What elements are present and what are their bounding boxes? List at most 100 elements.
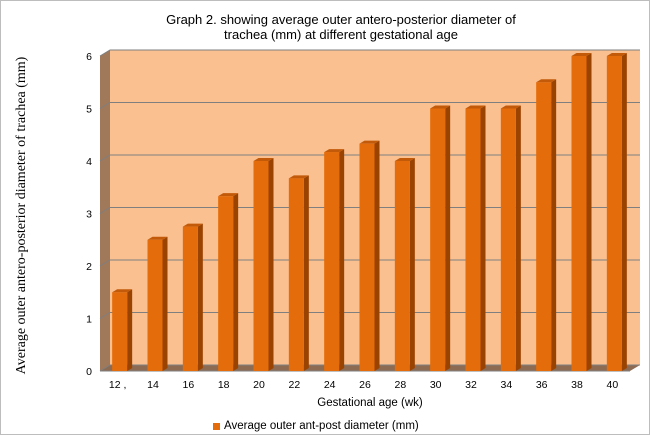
bar-front (430, 108, 446, 371)
bar-side (268, 158, 274, 371)
bar-side (409, 158, 415, 371)
x-tick-label: 24 (324, 379, 336, 391)
gridline (99, 364, 640, 372)
y-tick-label: 5 (86, 104, 92, 116)
bar-top (394, 158, 415, 161)
bar-front (359, 143, 375, 371)
bar-front (147, 239, 163, 371)
bar-side (303, 175, 309, 371)
gridline (99, 49, 640, 57)
gridline (99, 102, 640, 109)
x-tick-label: 32 (465, 379, 477, 391)
x-tick-label: 16 (182, 379, 194, 391)
bar-side (480, 105, 486, 371)
legend-label: Average outer ant-post diameter (mm) (224, 420, 419, 432)
bar-side (127, 289, 133, 371)
gridline (99, 312, 640, 319)
bar (359, 140, 380, 371)
x-tick-label: 14 (147, 379, 159, 391)
bar (500, 105, 521, 371)
x-tick-label: 38 (571, 379, 583, 391)
bar-top (288, 175, 309, 179)
bar (430, 105, 451, 371)
chart-title-line-1: Graph 2. showing average outer antero-po… (166, 12, 516, 27)
bar-top (500, 105, 521, 109)
bar (394, 158, 415, 371)
x-axis-title: Gestational age (wk) (317, 397, 423, 409)
bar-front (324, 152, 340, 371)
bar (182, 223, 203, 371)
bar-top (182, 223, 203, 227)
bar-front (536, 82, 552, 371)
x-axis-ticks: 12 , 14 16 18 20 22 24 26 28 30 32 34 36 38 40 (109, 379, 618, 391)
y-tick-label: 4 (86, 156, 92, 168)
x-tick-label: 26 (359, 379, 371, 391)
bar-top (112, 289, 133, 293)
bar-side (374, 140, 380, 371)
gridline (99, 154, 640, 162)
bar (288, 175, 309, 371)
y-tick-label: 6 (86, 51, 92, 63)
bar (536, 79, 557, 371)
bar-top (430, 105, 451, 109)
gridline (99, 207, 640, 214)
bar-top (324, 149, 345, 153)
x-tick-label: 36 (536, 379, 548, 391)
y-tick-label: 0 (86, 366, 92, 378)
bar-front (571, 56, 587, 371)
bar (571, 53, 592, 371)
bar-front (465, 108, 481, 371)
bar-front (112, 292, 128, 371)
bar-top (606, 53, 627, 56)
legend: Average outer ant-post diameter (mm) (213, 419, 419, 433)
x-tick-label: 40 (606, 379, 618, 391)
bar (324, 149, 345, 371)
bar-front (606, 56, 622, 371)
bar-side (621, 53, 627, 371)
bar-front (218, 196, 234, 371)
bar-front (253, 161, 269, 371)
bar-front (500, 108, 516, 371)
bar-side (197, 223, 203, 371)
x-tick-label: 34 (500, 379, 512, 391)
gridline (99, 259, 640, 267)
bar (465, 105, 486, 371)
bar-top (536, 79, 557, 83)
y-axis-ticks: 0 1 2 3 4 5 6 (86, 51, 92, 378)
bar-side (445, 105, 451, 371)
bar (253, 158, 274, 371)
bar-side (515, 105, 521, 371)
bar-top (253, 158, 274, 161)
bar (218, 193, 239, 371)
bar-top (147, 236, 168, 240)
x-tick-label: 18 (218, 379, 230, 391)
bar (606, 53, 627, 371)
chart-title: Graph 2. showing average outer antero-po… (91, 12, 591, 42)
bar-side (162, 236, 168, 371)
legend-swatch (213, 422, 220, 430)
x-tick-label: 12 , (109, 379, 127, 391)
bar-front (394, 161, 410, 371)
bar-top (465, 105, 486, 109)
bar-top (218, 193, 239, 197)
bar-side (586, 53, 592, 371)
chart-title-line-2: trachea (mm) at different gestational ag… (224, 27, 458, 42)
bar (112, 289, 133, 371)
y-axis-title: Average outer antero-posterior diameter … (14, 56, 29, 374)
bar (147, 236, 168, 371)
x-tick-label: 28 (394, 379, 406, 391)
bar-top (571, 53, 592, 56)
bar-top (359, 140, 380, 144)
x-tick-label: 22 (288, 379, 300, 391)
y-tick-label: 1 (86, 314, 92, 326)
bar-front (288, 178, 304, 371)
bar-front (182, 226, 198, 371)
x-tick-label: 20 (253, 379, 265, 391)
y-tick-label: 3 (86, 209, 92, 221)
bar-side (233, 193, 239, 371)
x-tick-label: 30 (430, 379, 442, 391)
bars (112, 53, 627, 371)
bar-side (339, 149, 345, 371)
y-tick-label: 2 (86, 261, 92, 273)
